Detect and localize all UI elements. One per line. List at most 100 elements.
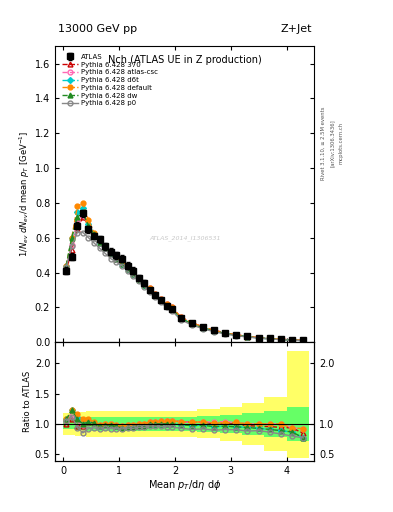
Pythia 6.428 370 <box>136 275 141 281</box>
Pythia 6.428 dw <box>86 223 91 229</box>
Pythia 6.428 atlas-csc <box>136 275 141 281</box>
Pythia 6.428 p0 <box>189 322 194 328</box>
Pythia 6.428 d6t <box>256 335 261 341</box>
Pythia 6.428 atlas-csc <box>92 231 96 238</box>
Pythia 6.428 p0 <box>212 329 217 335</box>
Pythia 6.428 p0 <box>131 273 136 279</box>
Pythia 6.428 default <box>142 280 147 286</box>
Pythia 6.428 atlas-csc <box>267 335 272 342</box>
Pythia 6.428 dw <box>234 332 239 338</box>
Pythia 6.428 p0 <box>164 305 169 311</box>
Pythia 6.428 default <box>81 200 85 206</box>
Pythia 6.428 p0 <box>75 229 80 236</box>
Pythia 6.428 d6t <box>301 337 306 344</box>
Pythia 6.428 atlas-csc <box>279 336 283 342</box>
Pythia 6.428 p0 <box>86 234 91 241</box>
Pythia 6.428 370 <box>64 268 68 274</box>
Pythia 6.428 dw <box>164 303 169 309</box>
Line: Pythia 6.428 default: Pythia 6.428 default <box>64 201 306 343</box>
Pythia 6.428 default <box>97 238 102 244</box>
Pythia 6.428 atlas-csc <box>75 219 80 225</box>
Pythia 6.428 370 <box>86 223 91 229</box>
Pythia 6.428 default <box>200 324 205 330</box>
Pythia 6.428 p0 <box>114 259 119 265</box>
Pythia 6.428 default <box>212 327 217 333</box>
Pythia 6.428 370 <box>114 255 119 262</box>
Pythia 6.428 atlas-csc <box>256 334 261 340</box>
Pythia 6.428 d6t <box>234 332 239 338</box>
Pythia 6.428 d6t <box>159 297 163 304</box>
Pythia 6.428 d6t <box>108 250 113 257</box>
Pythia 6.428 atlas-csc <box>200 324 205 330</box>
Pythia 6.428 dw <box>125 266 130 272</box>
Pythia 6.428 dw <box>153 292 158 298</box>
Pythia 6.428 default <box>290 337 294 343</box>
Line: Pythia 6.428 dw: Pythia 6.428 dw <box>64 211 306 343</box>
Pythia 6.428 p0 <box>142 284 147 290</box>
Pythia 6.428 d6t <box>114 255 119 262</box>
Pythia 6.428 default <box>234 332 239 338</box>
Pythia 6.428 dw <box>178 315 183 322</box>
Pythia 6.428 370 <box>153 290 158 296</box>
Pythia 6.428 d6t <box>119 261 124 267</box>
Pythia 6.428 default <box>223 330 228 336</box>
Legend: ATLAS, Pythia 6.428 370, Pythia 6.428 atlas-csc, Pythia 6.428 d6t, Pythia 6.428 : ATLAS, Pythia 6.428 370, Pythia 6.428 at… <box>61 53 159 108</box>
Pythia 6.428 atlas-csc <box>212 327 217 333</box>
Pythia 6.428 p0 <box>256 335 261 341</box>
Pythia 6.428 d6t <box>279 336 283 343</box>
Pythia 6.428 d6t <box>147 287 152 293</box>
Pythia 6.428 p0 <box>103 250 108 257</box>
Pythia 6.428 atlas-csc <box>131 269 136 275</box>
Pythia 6.428 default <box>70 234 74 241</box>
Pythia 6.428 atlas-csc <box>164 301 169 307</box>
Pythia 6.428 d6t <box>125 266 130 272</box>
Pythia 6.428 370 <box>223 330 228 336</box>
Pythia 6.428 atlas-csc <box>178 314 183 320</box>
Pythia 6.428 dw <box>279 336 283 343</box>
Text: 13000 GeV pp: 13000 GeV pp <box>58 24 137 34</box>
Pythia 6.428 atlas-csc <box>64 264 68 270</box>
Pythia 6.428 dw <box>200 325 205 331</box>
Text: Rivet 3.1.10, ≥ 2.5M events: Rivet 3.1.10, ≥ 2.5M events <box>320 106 325 180</box>
Pythia 6.428 atlas-csc <box>103 243 108 249</box>
Pythia 6.428 p0 <box>267 336 272 342</box>
Pythia 6.428 dw <box>97 240 102 246</box>
Pythia 6.428 default <box>108 249 113 255</box>
Pythia 6.428 370 <box>81 214 85 220</box>
Pythia 6.428 default <box>86 217 91 223</box>
Pythia 6.428 d6t <box>136 276 141 283</box>
Pythia 6.428 dw <box>212 328 217 334</box>
Pythia 6.428 d6t <box>131 271 136 278</box>
Pythia 6.428 370 <box>212 327 217 333</box>
Pythia 6.428 atlas-csc <box>170 305 174 311</box>
Pythia 6.428 default <box>114 254 119 260</box>
Pythia 6.428 dw <box>245 334 250 340</box>
Text: Nch (ATLAS UE in Z production): Nch (ATLAS UE in Z production) <box>108 55 262 65</box>
Pythia 6.428 d6t <box>267 336 272 342</box>
Pythia 6.428 d6t <box>97 240 102 246</box>
Pythia 6.428 p0 <box>290 337 294 343</box>
Pythia 6.428 atlas-csc <box>70 242 74 248</box>
Pythia 6.428 p0 <box>97 245 102 251</box>
Pythia 6.428 atlas-csc <box>108 249 113 255</box>
Pythia 6.428 atlas-csc <box>147 285 152 291</box>
Pythia 6.428 dw <box>223 330 228 336</box>
Pythia 6.428 dw <box>103 245 108 251</box>
Pythia 6.428 dw <box>256 335 261 341</box>
Pythia 6.428 default <box>256 334 261 340</box>
Line: Pythia 6.428 p0: Pythia 6.428 p0 <box>64 230 306 343</box>
Pythia 6.428 dw <box>119 261 124 267</box>
Pythia 6.428 370 <box>267 335 272 342</box>
Pythia 6.428 370 <box>164 301 169 307</box>
Pythia 6.428 dw <box>189 321 194 327</box>
Pythia 6.428 default <box>164 301 169 307</box>
Pythia 6.428 atlas-csc <box>290 337 294 343</box>
Pythia 6.428 atlas-csc <box>301 337 306 343</box>
Pythia 6.428 dw <box>170 306 174 312</box>
Pythia 6.428 dw <box>301 337 306 344</box>
Pythia 6.428 default <box>92 229 96 236</box>
Pythia 6.428 p0 <box>136 278 141 284</box>
Pythia 6.428 default <box>301 337 306 343</box>
Pythia 6.428 dw <box>131 271 136 278</box>
Pythia 6.428 d6t <box>164 303 169 309</box>
